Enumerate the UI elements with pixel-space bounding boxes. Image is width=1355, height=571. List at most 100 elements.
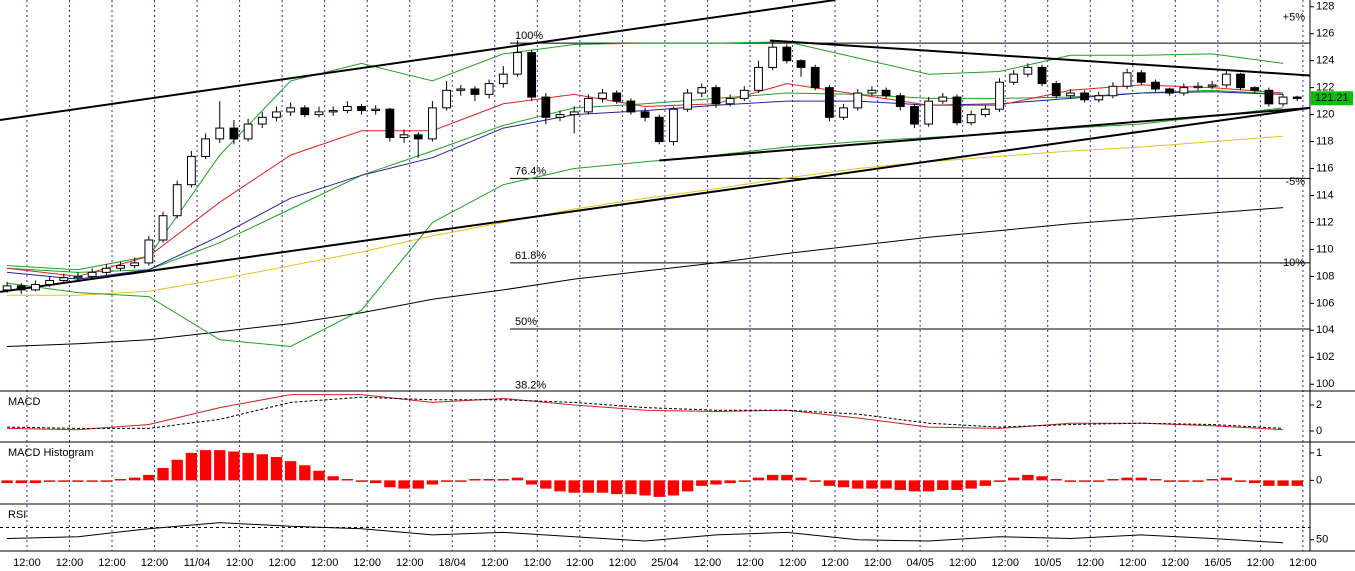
histogram-bar [724, 480, 736, 484]
histogram-bar [1192, 480, 1204, 482]
histogram-bar [15, 480, 27, 484]
histogram-bar [540, 480, 552, 489]
histogram-bar [795, 477, 807, 481]
histogram-bar [880, 480, 892, 489]
y-tick-label: 102 [1316, 351, 1334, 363]
indicator-line [7, 41, 1284, 271]
histogram-bar [412, 480, 424, 489]
histogram-bar [823, 480, 836, 486]
x-tick-label: 12:00 [396, 557, 424, 569]
indicator-line [7, 207, 1284, 347]
histogram-bar [426, 480, 439, 485]
histogram-bar [440, 480, 453, 482]
histogram-bar [866, 480, 878, 489]
histogram-bar [1249, 480, 1261, 484]
x-tick-label: 12:00 [991, 557, 1019, 569]
histogram-bar [894, 480, 906, 490]
candle-body [683, 92, 693, 110]
histogram-bar [143, 474, 155, 481]
candle-body [541, 96, 551, 118]
histogram-bar [270, 457, 283, 481]
y-tick-label: 110 [1316, 243, 1334, 255]
histogram-bar [1121, 477, 1133, 481]
indicator-panels [0, 394, 1310, 544]
x-tick-label: 12:00 [353, 557, 381, 569]
x-tick-label: 12:00 [949, 557, 977, 569]
histogram-bar [1022, 474, 1034, 481]
histogram-bar [1064, 480, 1077, 482]
x-tick-label: 04/05 [906, 557, 934, 569]
candle-body [1292, 96, 1302, 99]
histogram-bar [327, 476, 339, 481]
histogram-bar [752, 477, 765, 481]
candle-body [484, 83, 494, 95]
y-tick-label: 116 [1316, 162, 1334, 174]
candle-body [513, 52, 522, 75]
x-tick-label: 12:00 [736, 557, 764, 569]
histogram-bar [228, 451, 240, 481]
histogram-bar [1135, 477, 1147, 481]
x-tick-label: 25/04 [651, 557, 679, 569]
histogram-bar [256, 454, 268, 481]
candle-body [2, 285, 12, 291]
candle-body [1080, 92, 1089, 101]
histogram-bar [511, 477, 524, 481]
candle-body [725, 97, 735, 105]
candle-body [952, 96, 962, 124]
histogram-bar [1163, 480, 1176, 482]
histogram-bar [809, 480, 821, 482]
histogram-bar [1178, 480, 1190, 482]
histogram-bar [1220, 477, 1233, 481]
candle-body [1037, 66, 1047, 85]
percent-label: -5% [1285, 176, 1305, 188]
histogram-bar [29, 480, 42, 484]
y-tick-label: 124 [1316, 55, 1334, 67]
histogram-bar [525, 480, 538, 485]
histogram-bar [313, 470, 325, 481]
histogram-bar [767, 474, 779, 481]
candle-body [881, 89, 891, 97]
x-tick-label: 12:00 [226, 557, 254, 569]
histogram-bar [710, 480, 722, 485]
histogram-bar [86, 480, 98, 482]
candle-body [116, 265, 125, 269]
candle-body [527, 52, 537, 98]
y-tick-label: 108 [1316, 270, 1334, 282]
candle-body [1066, 92, 1075, 97]
histogram-bar [1050, 478, 1062, 481]
y-tick-label: 122 [1316, 82, 1334, 94]
histogram-bar [653, 480, 665, 497]
candle-body [45, 279, 55, 285]
x-tick-label: 12:00 [311, 557, 339, 569]
x-tick-label: 12:00 [1076, 557, 1104, 569]
x-tick-label: 12:00 [98, 557, 126, 569]
histogram-bar [242, 452, 254, 481]
candle-body [158, 215, 168, 241]
trend-line [659, 106, 1310, 162]
candle-body [272, 111, 281, 118]
histogram-bar [951, 480, 963, 490]
candle-body [1193, 85, 1203, 89]
histogram-bar [185, 452, 198, 481]
histogram-bar [1206, 478, 1218, 481]
x-tick-label: 12:00 [524, 557, 552, 569]
candle-body [1165, 88, 1175, 94]
fib-label: 61.8% [515, 250, 546, 262]
fib-label: 76.4% [515, 165, 546, 177]
histogram-bar [355, 480, 368, 482]
x-tick-label: 12:00 [609, 557, 637, 569]
histogram-bar [1277, 480, 1289, 486]
candle-body [626, 100, 636, 113]
candle-body [924, 100, 934, 125]
trend-line [0, 106, 1310, 293]
histogram-bar [837, 480, 850, 488]
candle-body [910, 106, 919, 125]
y-tick-label: 104 [1316, 324, 1334, 336]
x-tick-label: 12:00 [1119, 557, 1147, 569]
y-tick-label: 128 [1316, 1, 1334, 13]
histogram-bar [568, 480, 580, 493]
candle-body [768, 46, 778, 68]
candle-body [1009, 73, 1019, 83]
y-tick-label: 1 [1316, 447, 1322, 459]
candle-body [1108, 85, 1118, 97]
